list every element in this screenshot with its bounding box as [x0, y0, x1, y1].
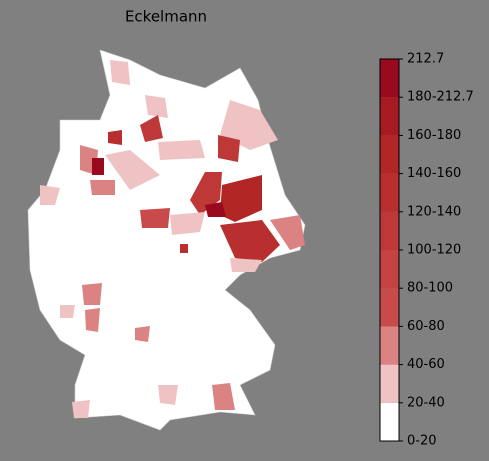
region [145, 95, 168, 118]
region [220, 100, 278, 150]
colorbar-label: 140-160 [407, 166, 461, 181]
region [140, 208, 170, 228]
region [230, 258, 262, 272]
colorbar-segment [380, 326, 399, 365]
region [212, 383, 235, 410]
region [110, 60, 130, 85]
colorbar-label: 20-40 [407, 395, 445, 410]
colorbar-label: 60-80 [407, 319, 445, 334]
colorbar-label: 100-120 [407, 243, 461, 258]
colorbar-segment [380, 211, 399, 250]
colorbar-label: 120-140 [407, 204, 461, 219]
region [220, 220, 280, 262]
colorbar-label: 160-180 [407, 128, 461, 143]
region [180, 244, 188, 253]
region [170, 212, 205, 235]
region [135, 326, 150, 342]
colorbar-segment [380, 97, 399, 136]
colorbar: 0-20 20-40 40-60 60-80 80-100 100-120 120-140 1… [379, 52, 474, 449]
colorbar-label: 80-100 [407, 281, 453, 296]
region [82, 283, 102, 305]
region [218, 135, 240, 162]
colorbar-segment [380, 288, 399, 327]
germany-map [27, 49, 306, 431]
region [40, 185, 60, 205]
colorbar-segment [380, 59, 399, 98]
region [85, 308, 100, 332]
colorbar-label: 0-20 [407, 434, 437, 449]
map-title: Eckelmann [125, 8, 207, 26]
region [92, 158, 104, 175]
region [90, 180, 115, 195]
colorbar-label: 212.7 [407, 52, 444, 67]
colorbar-label: 180-212.7 [407, 90, 474, 105]
region [140, 115, 163, 142]
region [72, 400, 90, 418]
colorbar-segment [380, 364, 399, 403]
region [205, 202, 226, 217]
region [60, 305, 75, 318]
colorbar-segment [380, 135, 399, 174]
region [158, 385, 178, 405]
colorbar-label: 40-60 [407, 357, 445, 372]
region [220, 175, 262, 222]
region [108, 130, 122, 145]
colorbar-segment [380, 173, 399, 212]
region [158, 140, 205, 160]
region [270, 215, 305, 250]
colorbar-segment [380, 250, 399, 289]
region [105, 150, 160, 190]
colorbar-segment [380, 402, 399, 441]
